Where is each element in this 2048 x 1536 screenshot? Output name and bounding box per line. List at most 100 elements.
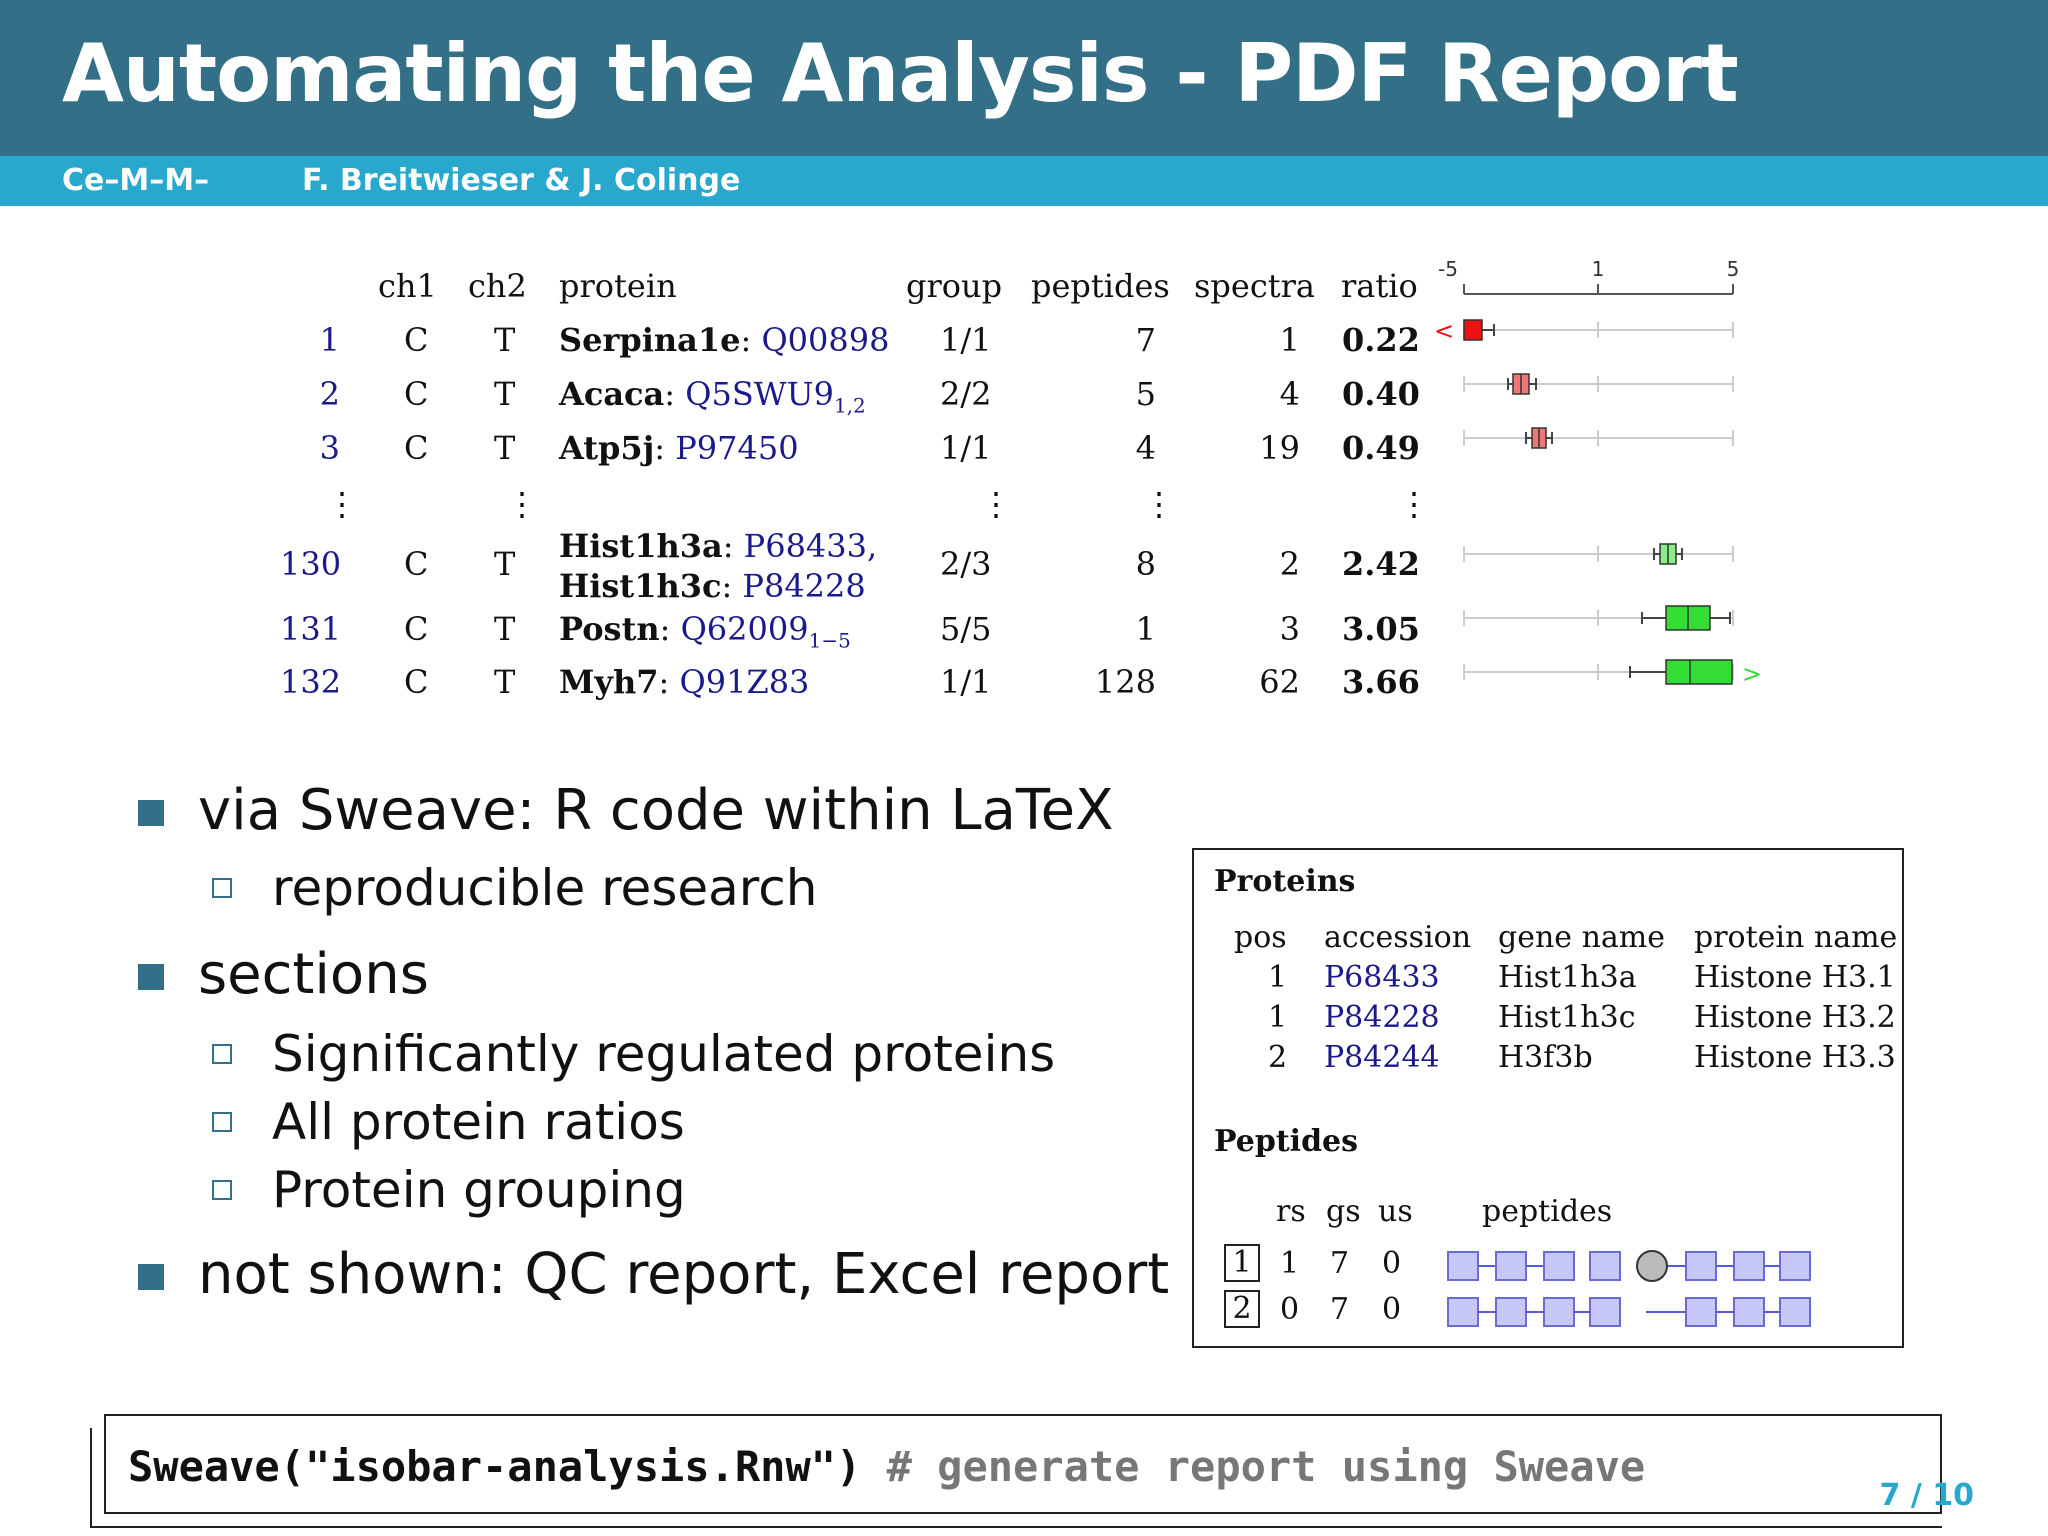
row-ch2: T <box>494 375 516 413</box>
row-group: 1/1 <box>940 663 992 701</box>
peptide-node <box>1495 1297 1527 1327</box>
peptide-group-index: 2 <box>1224 1290 1260 1328</box>
peptide-us: 0 <box>1382 1246 1402 1281</box>
peptide-rs: 0 <box>1280 1292 1300 1327</box>
peptide-node <box>1589 1297 1621 1327</box>
protein-accession-link[interactable]: P68433 <box>1324 960 1440 995</box>
ratio-axis: -5 1 5 <box>1438 257 1739 295</box>
peptide-rs: 1 <box>1280 1246 1300 1281</box>
row-ch1: C <box>404 545 429 583</box>
authors-label: F. Breitwieser & J. Colinge <box>302 163 741 198</box>
col-header: gene name <box>1498 920 1665 955</box>
col-header: peptides <box>1482 1194 1613 1229</box>
boxplot-row <box>1463 373 1734 395</box>
header-peptides: peptides <box>1031 267 1170 305</box>
row-index: 2 <box>319 375 340 413</box>
code-comment: # generate report using Sweave <box>861 1442 1646 1491</box>
protein-gene: Hist1h3a <box>1498 960 1637 995</box>
row-spectra: 3 <box>1279 610 1300 648</box>
row-index: 1 <box>319 321 340 359</box>
protein-name: Histone H3.3 <box>1694 1040 1896 1075</box>
accession-link[interactable]: Q00898 <box>761 321 890 359</box>
row-ratio: 0.22 <box>1342 321 1420 359</box>
row-protein: Postn: Q620091−5 <box>559 610 851 653</box>
header-ch1: ch1 <box>378 267 437 305</box>
peptide-group-index: 1 <box>1224 1244 1260 1282</box>
axis-tick-label: 1 <box>1592 257 1605 281</box>
box <box>1665 659 1733 685</box>
accession-link[interactable]: Q620091−5 <box>680 610 851 653</box>
row-peptides: 5 <box>1135 375 1156 413</box>
ellipsis: ⋮ <box>1398 485 1430 523</box>
row-group: 2/3 <box>940 545 992 583</box>
protein-group-box: Proteins pos accession gene name protein… <box>1192 848 1904 1348</box>
row-protein: Atp5j: P97450 <box>559 429 799 467</box>
col-header: pos <box>1234 920 1287 955</box>
row-ratio: 0.40 <box>1342 375 1420 413</box>
accession-link[interactable]: Q91Z83 <box>679 663 810 701</box>
bullet-marker <box>138 800 164 826</box>
slide-title: Automating the Analysis - PDF Report <box>62 27 1739 120</box>
row-index: 132 <box>280 663 342 701</box>
row-protein-2: Hist1h3c: P84228 <box>559 567 866 605</box>
code-call: Sweave("isobar-analysis.Rnw") <box>128 1442 862 1491</box>
page-number[interactable]: 7 / 10 <box>1879 1478 1974 1513</box>
row-group: 1/1 <box>940 321 992 359</box>
gene-name: Atp5j <box>559 429 655 467</box>
row-group: 2/2 <box>940 375 992 413</box>
accession-link[interactable]: P68433, <box>743 527 878 565</box>
axis-tick-label: -5 <box>1438 257 1458 281</box>
row-protein: Myh7: Q91Z83 <box>559 663 810 701</box>
row-index: 3 <box>319 429 340 467</box>
row-spectra: 4 <box>1279 375 1300 413</box>
row-ch2: T <box>494 663 516 701</box>
row-ch2: T <box>494 429 516 467</box>
peptide-gs: 7 <box>1330 1292 1350 1327</box>
code-box-shadow <box>90 1428 1942 1528</box>
row-ch2: T <box>494 545 516 583</box>
peptide-node <box>1495 1251 1527 1281</box>
peptide-node <box>1447 1251 1479 1281</box>
gene-name: Serpina1e <box>559 321 741 359</box>
gene-name: Postn <box>559 610 660 648</box>
accession-link[interactable]: P97450 <box>675 429 799 467</box>
row-ch2: T <box>494 321 516 359</box>
header-spectra: spectra <box>1194 267 1315 305</box>
protein-pos: 1 <box>1268 960 1288 995</box>
row-ch1: C <box>404 429 429 467</box>
protein-pos: 1 <box>1268 1000 1288 1035</box>
row-protein: Hist1h3a: P68433, <box>559 527 878 565</box>
row-spectra: 19 <box>1259 429 1300 467</box>
peptide-node <box>1543 1251 1575 1281</box>
sub-bullet-marker <box>212 878 232 898</box>
ellipsis: ⋮ <box>1143 485 1175 523</box>
shared-peptide-node <box>1636 1250 1668 1282</box>
row-peptides: 4 <box>1135 429 1156 467</box>
protein-accession-link[interactable]: P84244 <box>1324 1040 1440 1075</box>
peptide-node <box>1779 1297 1811 1327</box>
row-peptides: 1 <box>1135 610 1156 648</box>
col-header: rs <box>1276 1194 1306 1229</box>
peptide-node <box>1733 1297 1765 1327</box>
protein-accession-link[interactable]: P84228 <box>1324 1000 1440 1035</box>
header-group: group <box>906 267 1003 305</box>
gene-name: Acaca <box>559 375 665 413</box>
row-ratio: 3.05 <box>1342 610 1420 648</box>
ellipsis: ⋮ <box>506 485 538 523</box>
institute-label: Ce–M–M– <box>62 163 210 198</box>
header-ratio: ratio <box>1341 267 1418 305</box>
peptide-us: 0 <box>1382 1292 1402 1327</box>
row-ratio: 3.66 <box>1342 663 1420 701</box>
row-ch2: T <box>494 610 516 648</box>
sub-bullet-marker <box>212 1112 232 1132</box>
accession-link[interactable]: P84228 <box>742 567 866 605</box>
code-box: Sweave("isobar-analysis.Rnw") # generate… <box>104 1414 1942 1514</box>
row-ch1: C <box>404 321 429 359</box>
row-peptides: 8 <box>1135 545 1156 583</box>
row-protein: Serpina1e: Q00898 <box>559 321 890 359</box>
row-index: 130 <box>280 545 342 583</box>
accession-link[interactable]: Q5SWU91,2 <box>685 375 866 418</box>
row-group: 1/1 <box>940 429 992 467</box>
bullet-marker <box>138 964 164 990</box>
protein-pos: 2 <box>1268 1040 1288 1075</box>
